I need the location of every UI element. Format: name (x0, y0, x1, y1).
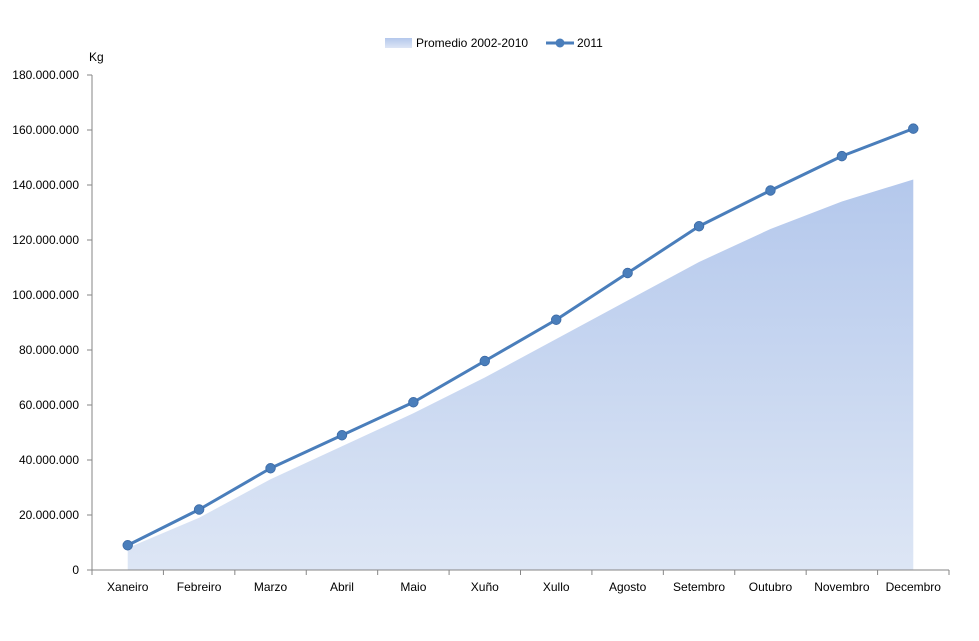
y-tick-label: 160.000.000 (12, 123, 79, 137)
data-point-2011 (122, 540, 133, 551)
x-tick-label: Agosto (609, 580, 647, 594)
x-tick-label: Setembro (673, 580, 725, 594)
x-tick-label: Novembro (814, 580, 870, 594)
y-tick-label: 40.000.000 (19, 453, 79, 467)
data-point-2011 (551, 314, 562, 325)
x-tick-label: Abril (330, 580, 354, 594)
data-point-2011 (765, 185, 776, 196)
y-tick-label: 180.000.000 (12, 68, 79, 82)
data-point-2011 (408, 397, 419, 408)
data-point-2011 (908, 123, 919, 134)
y-tick-label: 60.000.000 (19, 398, 79, 412)
x-tick-label: Marzo (254, 580, 288, 594)
y-axis-label: Kg (89, 50, 104, 64)
data-point-2011 (336, 430, 348, 441)
legend-marker-2011 (555, 38, 565, 48)
y-axis-ticks: 0 20.000.000 40.000.000 60.000.000 80.000.00… (12, 68, 92, 577)
area-series-promedio (127, 179, 914, 570)
legend-label-2011: 2011 (577, 36, 603, 50)
data-point-2011 (193, 504, 205, 515)
y-tick-label: 80.000.000 (19, 343, 79, 357)
y-tick-label: 20.000.000 (19, 508, 79, 522)
legend-label-promedio: Promedio 2002-2010 (416, 36, 528, 50)
line-path-2011 (127, 127, 914, 547)
legend: Promedio 2002-2010 2011 (385, 36, 603, 50)
x-tick-label: Xullo (543, 580, 570, 594)
x-axis-ticks: Xaneiro Febreiro Marzo Abril Maio Xuño Xullo Ag… (91, 570, 950, 594)
y-tick-label: 0 (72, 563, 79, 577)
legend-swatch-promedio (385, 38, 412, 48)
data-point-2011 (479, 355, 490, 367)
x-tick-label: Outubro (749, 580, 793, 594)
y-tick-label: 120.000.000 (12, 233, 79, 247)
data-point-2011 (622, 267, 633, 279)
data-point-2011 (836, 150, 848, 162)
line-series-2011 (122, 123, 919, 551)
y-tick-label: 100.000.000 (12, 288, 79, 302)
x-tick-label: Decembro (886, 580, 942, 594)
x-tick-label: Xuño (471, 580, 499, 594)
area-fill-promedio (127, 179, 914, 570)
data-point-2011 (693, 221, 705, 232)
y-tick-label: 140.000.000 (12, 178, 79, 192)
x-tick-label: Maio (400, 580, 426, 594)
data-point-2011 (265, 463, 276, 474)
x-tick-label: Xaneiro (107, 580, 149, 594)
x-tick-label: Febreiro (177, 580, 222, 594)
